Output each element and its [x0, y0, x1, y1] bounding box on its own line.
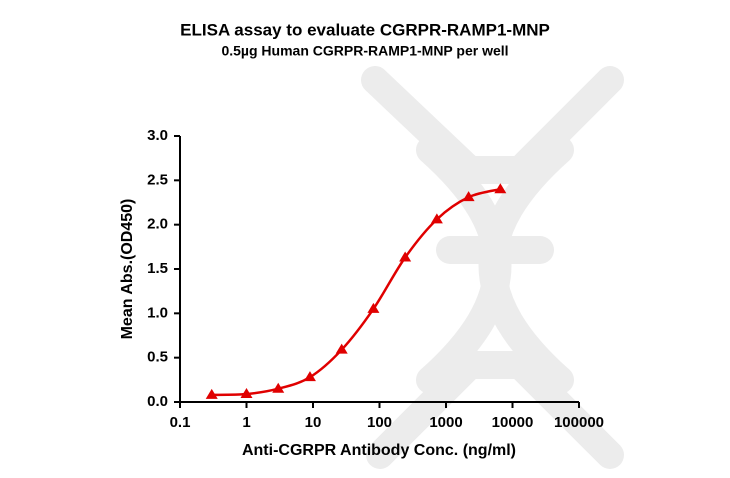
y-tick-label: 0.0 — [147, 393, 168, 410]
x-tick-label: 1 — [242, 414, 250, 431]
fit-curve — [211, 187, 501, 397]
data-point — [303, 371, 316, 382]
chart-title: ELISA assay to evaluate CGRPR-RAMP1-MNP — [180, 20, 550, 39]
data-point — [335, 343, 348, 354]
y-axis-title: Mean Abs.(OD450) — [119, 199, 136, 340]
y-tick-label: 0.5 — [147, 349, 168, 366]
data-point — [430, 213, 443, 224]
x-tick-label: 1000 — [429, 414, 462, 431]
x-axis-title: Anti-CGRPR Antibody Conc. (ng/ml) — [242, 442, 516, 459]
x-tick-label: 100000 — [554, 414, 604, 431]
chart-subtitle: 0.5µg Human CGRPR-RAMP1-MNP per well — [221, 43, 508, 59]
y-tick-label: 1.5 — [147, 260, 168, 277]
data-point — [367, 302, 380, 313]
y-tick-label: 1.0 — [147, 304, 168, 321]
x-tick-label: 0.1 — [170, 414, 191, 431]
y-tick-label: 3.0 — [147, 127, 168, 144]
x-tick-label: 100 — [367, 414, 392, 431]
y-tick-label: 2.5 — [147, 171, 168, 188]
data-point — [205, 388, 218, 399]
data-point — [272, 382, 285, 393]
x-tick-label: 10000 — [492, 414, 534, 431]
watermark — [361, 66, 624, 469]
data-point — [240, 388, 253, 399]
data-point — [462, 191, 475, 202]
data-point — [494, 183, 507, 194]
x-tick-label: 10 — [305, 414, 322, 431]
y-tick-label: 2.0 — [147, 216, 168, 233]
data-point — [399, 251, 412, 262]
